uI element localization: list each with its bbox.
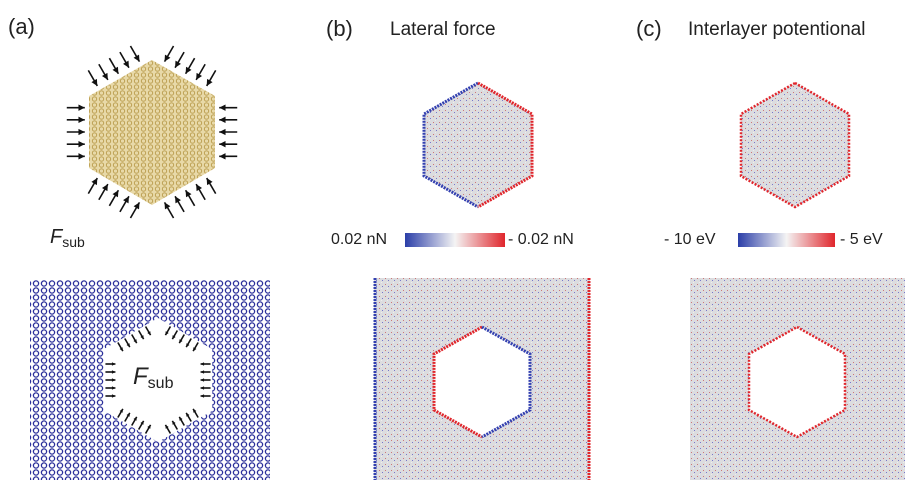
force-symbol: F [133,363,149,390]
colorbar-max: - 5 eV [840,231,883,248]
panel-title: Lateral force [390,19,496,40]
arrow-head [78,153,84,159]
colorbar-min: - 10 eV [664,231,716,248]
panel-label: (a) [8,14,35,39]
arrow-head [78,141,84,147]
figure: (a) (b) Lateral force (c) Interlayer pot… [0,0,919,480]
flake [741,83,849,207]
arrow-head [78,129,84,135]
colorbar-min: 0.02 nN [331,231,387,248]
force-label: Fsub [50,226,85,249]
colorbar [405,233,505,247]
arrow-head [78,117,84,123]
force-subscript: sub [148,375,174,392]
colorbar-max: - 0.02 nN [508,231,574,248]
arrow-head [219,153,225,159]
arrow-head [219,129,225,135]
panel-label: (c) [636,16,662,41]
arrow-head [219,117,225,123]
arrow-head [78,105,84,111]
arrow-head [219,141,225,147]
force-subscript: sub [62,234,85,250]
flake [89,60,215,205]
colorbar [738,233,835,247]
arrow-head [219,105,225,111]
panel-label: (b) [326,16,353,41]
flake [424,83,532,207]
panel-title: Interlayer potentional [688,19,865,40]
